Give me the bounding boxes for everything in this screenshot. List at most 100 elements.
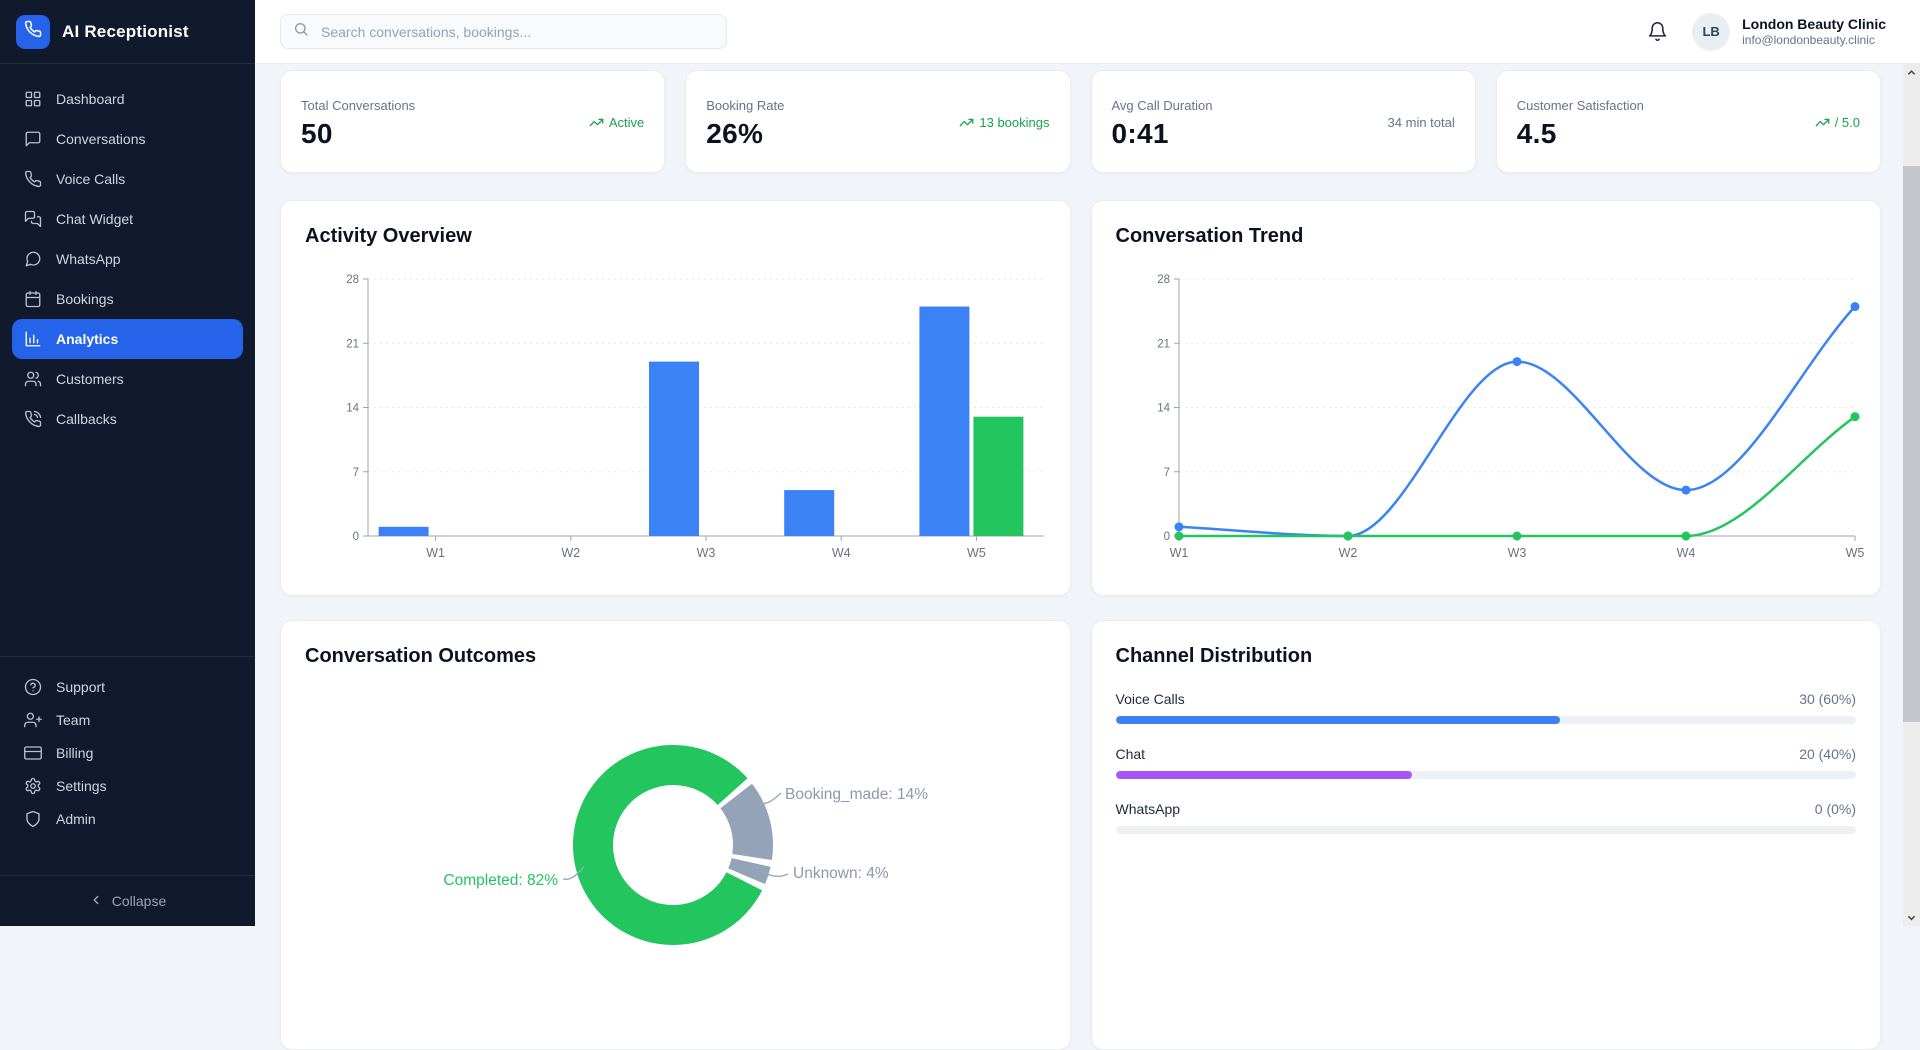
stat-value: 50 [301,118,333,149]
sidebar-item-label: Callbacks [56,411,117,427]
svg-text:W4: W4 [1676,546,1695,560]
phone-callback-icon [24,410,42,428]
bottom-row: Conversation Outcomes Completed: 82% Book… [280,620,1881,1050]
sidebar-item-analytics[interactable]: Analytics [12,319,243,359]
help-icon [24,678,42,696]
channel-progress-fill [1115,771,1412,779]
channel-progress-track [1115,771,1856,779]
sidebar-item-label: Settings [56,777,107,794]
channel-row-voice-calls: Voice Calls 30 (60%) [1115,691,1857,724]
shield-icon [24,810,42,828]
users-icon [24,370,42,388]
channel-row-chat: Chat 20 (40%) [1115,746,1857,779]
search-box[interactable] [280,14,727,49]
channel-label: Chat [1115,746,1146,762]
user-plus-icon [24,711,42,729]
bar-series-conversations [378,306,970,536]
sidebar-item-whatsapp[interactable]: WhatsApp [12,239,243,279]
channel-distribution-card: Channel Distribution Voice Calls 30 (60%)… [1090,620,1881,1050]
vertical-scrollbar[interactable] [1903,64,1920,926]
channel-row-head: Chat 20 (40%) [1116,746,1857,762]
gear-icon [24,777,42,795]
activity-overview-chart: 0 7 14 21 28 W1 W2 W3 W4 W5 [346,274,1044,560]
activity-overview-card: Activity Overview 0 7 14 21 28 W1 W2 W3 W4 W5 [280,200,1071,596]
point-w2-bookings [1343,531,1352,541]
sidebar-item-settings[interactable]: Settings [12,769,243,802]
stat-trend: 13 bookings [959,115,1050,130]
point-w5-conversations [1850,302,1859,312]
conversation-trend-chart: 0 7 14 21 28 W1 W2 W3 W4 W5 [1157,274,1864,560]
donut-label-completed: Completed: 82% [443,872,558,889]
svg-text:W3: W3 [697,546,716,560]
stat-label: Avg Call Duration [1111,98,1213,113]
avatar: LB [1692,12,1731,51]
calendar-icon [24,290,42,308]
scroll-up-arrow-icon[interactable] [1903,64,1920,81]
credit-card-icon [24,744,42,762]
svg-text:W5: W5 [1845,546,1864,560]
grid-icon [24,90,42,108]
sidebar-collapse-button[interactable]: Collapse [0,875,255,926]
line-series-bookings [1174,412,1859,541]
sidebar-item-voice-calls[interactable]: Voice Calls [12,159,243,199]
sidebar-item-callbacks[interactable]: Callbacks [12,399,243,439]
search-input[interactable] [319,22,714,41]
stat-value: 0:41 [1111,118,1169,149]
trending-up-icon [589,115,604,130]
sidebar-item-label: Support [56,678,106,695]
sidebar-item-team[interactable]: Team [12,703,243,736]
point-w4-conversations [1681,485,1690,495]
phone-icon [24,20,42,43]
sidebar-item-billing[interactable]: Billing [12,736,243,769]
scroll-down-arrow-icon[interactable] [1903,909,1920,926]
trending-up-icon [959,115,974,130]
donut-label-booking_made: Booking_made: 14% [785,786,928,803]
sidebar-footer-nav: Support Team Billing Settings Admin [0,656,255,875]
point-w3-bookings [1512,531,1521,541]
sidebar-item-chat-widget[interactable]: Chat Widget [12,199,243,239]
bar-w1-conversations [378,526,429,536]
sidebar-item-label: Customers [56,371,124,387]
sidebar-spacer [0,439,255,656]
stat-card-avg-call-duration: Avg Call Duration 0:41 34 min total [1090,70,1476,173]
phone-icon [24,170,42,188]
svg-text:W1: W1 [426,546,445,560]
sidebar-item-label: Conversations [56,131,146,147]
channel-progress-track [1115,716,1856,724]
sidebar-item-support[interactable]: Support [12,670,243,703]
sidebar-item-label: Billing [56,744,94,761]
sidebar: AI Receptionist Dashboard Conversations Vo… [0,0,255,926]
sidebar-item-dashboard[interactable]: Dashboard [12,79,243,119]
org-name: London Beauty Clinic [1742,15,1886,32]
svg-text:7: 7 [1163,467,1169,479]
bar-w3-conversations [649,361,699,536]
point-w3-conversations [1512,357,1521,367]
channel-row-head: Voice Calls 30 (60%) [1116,691,1857,707]
channel-value: 0 (0%) [1814,801,1856,817]
conversation-trend-title: Conversation Trend [1115,225,1304,247]
channel-label: Voice Calls [1115,691,1185,707]
profile-menu[interactable]: LB London Beauty Clinic info@londonbeaut… [1692,12,1886,51]
svg-text:14: 14 [346,403,359,415]
sidebar-item-conversations[interactable]: Conversations [12,119,243,159]
sidebar-item-label: Voice Calls [56,171,126,187]
point-w5-bookings [1850,412,1859,422]
stat-card-booking-rate: Booking Rate 26% 13 bookings [685,70,1071,173]
sidebar-item-bookings[interactable]: Bookings [12,279,243,319]
sidebar-item-admin[interactable]: Admin [12,802,243,835]
bar-w5-conversations [919,306,970,536]
bar-w4-conversations [784,490,835,536]
donut-slice-unknown [728,858,771,885]
stat-label: Customer Satisfaction [1516,98,1644,113]
svg-text:0: 0 [353,531,359,543]
svg-text:0: 0 [1163,531,1169,543]
conversation-trend-card: Conversation Trend 0 7 14 21 28 W1 W2 W3 W4 W5 [1090,200,1881,596]
svg-text:28: 28 [346,274,359,286]
notifications-bell-icon[interactable] [1647,21,1668,42]
scrollbar-thumb[interactable] [1903,166,1920,722]
sidebar-nav: Dashboard Conversations Voice Calls Chat Wi… [0,64,255,439]
stat-trend-label: Active [608,115,645,130]
channel-value: 20 (40%) [1799,746,1856,762]
sidebar-item-customers[interactable]: Customers [12,359,243,399]
sidebar-item-label: Admin [56,810,96,827]
